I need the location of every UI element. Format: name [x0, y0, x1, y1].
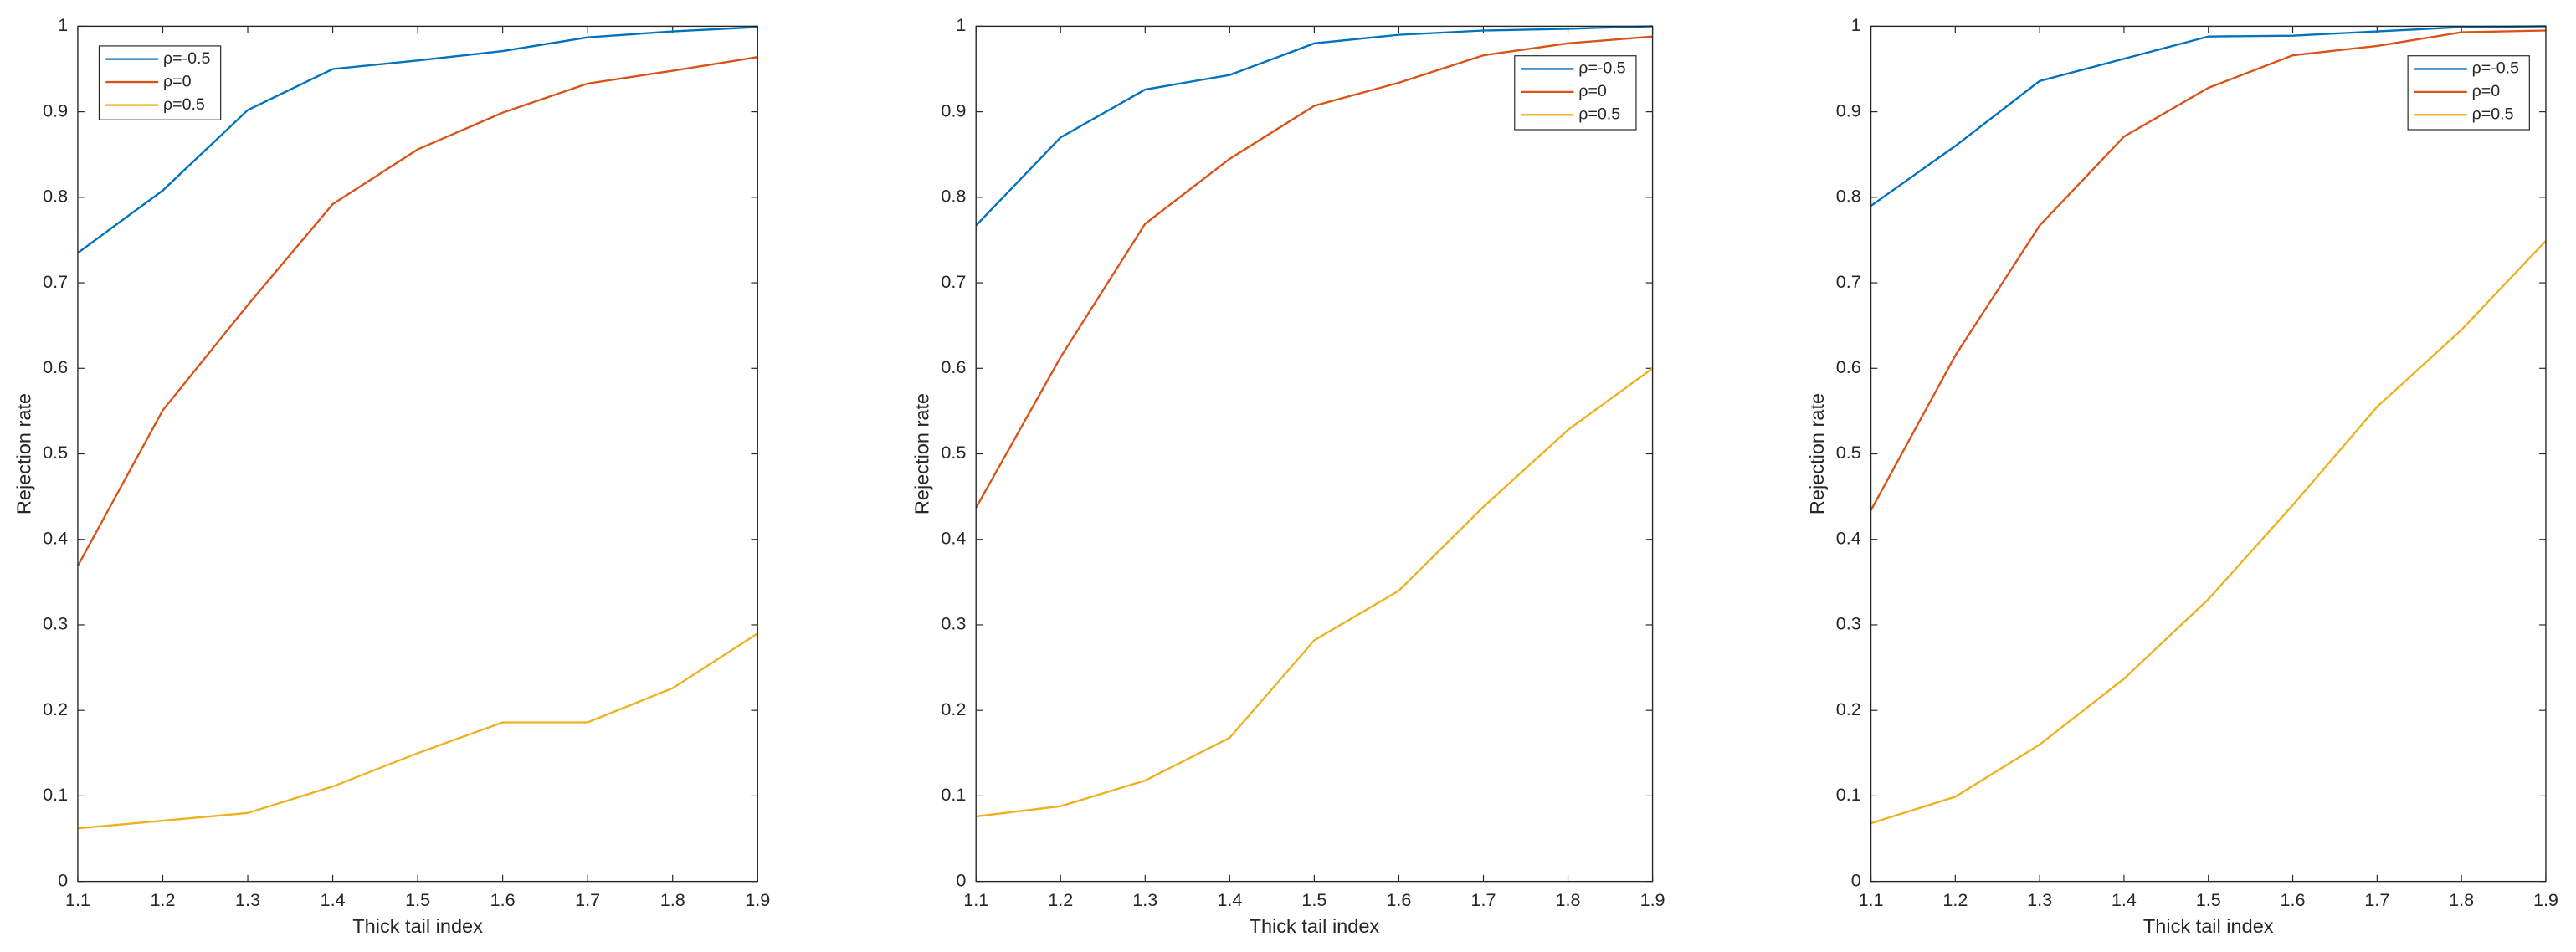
y-tick-label: 0.6: [43, 356, 68, 377]
legend-label: ρ=-0.5: [1578, 59, 1625, 78]
x-axis-label: Thick tail index: [352, 915, 483, 937]
y-tick-label: 0.1: [1836, 784, 1861, 805]
legend-label: ρ=0: [163, 72, 192, 90]
legend-label: ρ=-0.5: [2472, 59, 2519, 78]
x-axis-label: Thick tail index: [1250, 915, 1380, 937]
series-line: [1870, 25, 2546, 207]
y-tick-label: 0.1: [43, 784, 68, 805]
x-tick-label: 1.3: [235, 889, 260, 910]
y-axis-label: Rejection rate: [911, 393, 933, 514]
legend-label: ρ=-0.5: [163, 49, 210, 68]
x-tick-label: 1.1: [963, 889, 988, 910]
x-tick-label: 1.6: [490, 889, 516, 910]
x-tick-label: 1.8: [2449, 889, 2474, 910]
y-tick-label: 0.5: [43, 442, 68, 463]
axes-box: [975, 25, 1654, 883]
legend: ρ=-0.5 ρ=0 ρ=0.5: [98, 45, 222, 120]
x-tick-label: 1.1: [1859, 889, 1884, 910]
y-tick-label: 0.7: [43, 271, 68, 292]
x-tick-label: 1.4: [2112, 889, 2137, 910]
y-tick-label: 0: [58, 869, 68, 890]
x-tick-label: 1.9: [745, 889, 770, 910]
y-tick-label: 0.4: [1836, 527, 1861, 548]
legend-label: ρ=0.5: [1578, 105, 1620, 124]
y-tick-label: 0.3: [43, 613, 68, 634]
y-tick-label: 0.4: [43, 527, 68, 548]
x-tick-label: 1.2: [1942, 889, 1968, 910]
y-tick-label: 0.7: [1836, 271, 1861, 292]
legend-label: ρ=0.5: [163, 95, 205, 114]
y-tick-label: 0.2: [43, 699, 68, 719]
y-tick-label: 0.3: [1836, 613, 1861, 634]
x-tick-label: 1.4: [1217, 889, 1242, 910]
series-line: [77, 26, 758, 254]
x-tick-label: 1.7: [575, 889, 600, 910]
y-tick-label: 0.2: [1836, 699, 1861, 719]
y-tick-label: 0.8: [43, 186, 68, 207]
series-line: [975, 35, 1653, 509]
legend: ρ=-0.5 ρ=0 ρ=0.5: [2407, 55, 2530, 131]
y-tick-label: 0.9: [941, 100, 966, 120]
x-tick-label: 1.3: [2027, 889, 2052, 910]
x-tick-label: 1.7: [2364, 889, 2389, 910]
y-tick-label: 0.8: [1836, 186, 1861, 207]
y-tick-label: 0.5: [1836, 442, 1861, 463]
x-tick-label: 1.1: [65, 889, 90, 910]
y-tick-label: 0.4: [941, 527, 966, 548]
series-line: [975, 25, 1653, 227]
series-line: [77, 632, 758, 830]
x-tick-label: 1.2: [150, 889, 175, 910]
axes-box: [1870, 25, 2547, 883]
y-tick-label: 0.8: [941, 186, 966, 207]
x-tick-label: 1.6: [2281, 889, 2306, 910]
x-tick-label: 1.3: [1132, 889, 1157, 910]
y-tick-label: 1: [1851, 14, 1861, 35]
x-tick-label: 1.7: [1470, 889, 1496, 910]
y-tick-label: 0.1: [941, 784, 966, 805]
axes-background: [77, 26, 758, 882]
y-tick-label: 0: [956, 869, 966, 890]
legend-label: ρ=0.5: [2472, 105, 2514, 124]
y-axis-label: Rejection rate: [1806, 393, 1828, 514]
y-tick-label: 0.9: [43, 100, 68, 120]
legend-label: ρ=0: [1578, 82, 1607, 100]
x-tick-label: 1.9: [1640, 889, 1665, 910]
x-axis-label: Thick tail index: [2143, 915, 2274, 937]
x-tick-label: 1.9: [2533, 889, 2558, 910]
x-tick-label: 1.6: [1386, 889, 1411, 910]
y-axis-label: Rejection rate: [13, 393, 34, 514]
x-tick-label: 1.5: [405, 889, 430, 910]
legend-label: ρ=0: [2472, 82, 2501, 100]
y-tick-label: 0.7: [941, 271, 966, 292]
y-tick-label: 1: [58, 14, 68, 35]
y-tick-label: 1: [956, 14, 966, 35]
axes-box: [77, 25, 758, 883]
y-tick-label: 0: [1851, 869, 1861, 890]
series-line: [976, 367, 1654, 818]
y-tick-label: 0.9: [1836, 100, 1861, 120]
axes-background: [1870, 26, 2546, 882]
x-tick-label: 1.5: [2196, 889, 2221, 910]
y-tick-label: 0.6: [1836, 356, 1861, 377]
y-tick-label: 0.3: [941, 613, 966, 634]
legend: ρ=-0.5 ρ=0 ρ=0.5: [1514, 55, 1637, 131]
series-line: [76, 56, 758, 566]
y-tick-label: 0.2: [941, 699, 966, 719]
x-tick-label: 1.4: [321, 889, 346, 910]
x-tick-label: 1.5: [1301, 889, 1326, 910]
x-tick-label: 1.8: [1556, 889, 1581, 910]
axes-background: [976, 26, 1653, 882]
x-tick-label: 1.8: [660, 889, 685, 910]
series-line: [1870, 240, 2547, 825]
y-tick-label: 0.6: [941, 356, 966, 377]
y-tick-label: 0.5: [941, 442, 966, 463]
x-tick-label: 1.2: [1048, 889, 1073, 910]
series-line: [1870, 29, 2546, 511]
